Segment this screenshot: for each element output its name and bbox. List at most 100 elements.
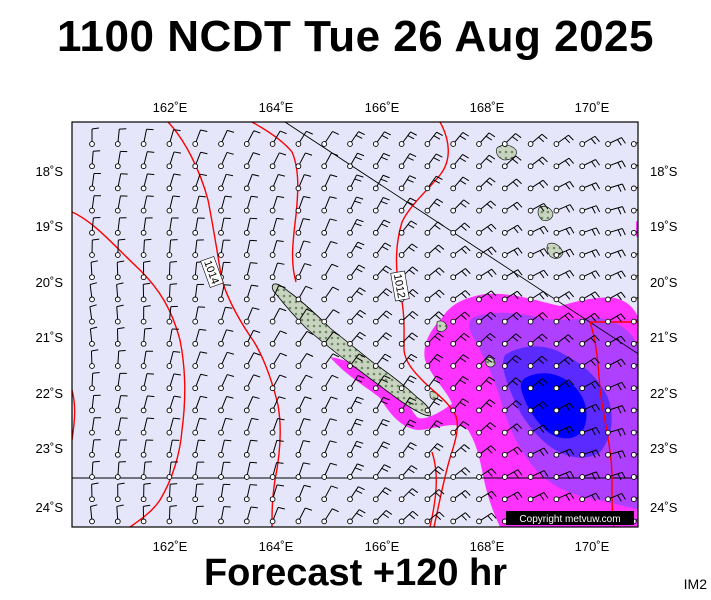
lat-tick: 23˚S <box>36 441 64 456</box>
wind-barb <box>553 248 575 258</box>
wind-barb <box>398 220 418 236</box>
wind-barb <box>166 260 177 281</box>
wind-barb <box>243 307 260 325</box>
wind-barb <box>605 381 626 392</box>
wind-barb <box>476 246 497 258</box>
wind-barb <box>321 263 339 281</box>
wind-barb <box>450 512 471 525</box>
wind-barb <box>424 221 444 236</box>
wind-barb <box>476 268 497 281</box>
wind-barb <box>527 424 549 436</box>
wind-barb <box>140 260 151 281</box>
wind-barb <box>630 318 638 325</box>
wind-barb <box>630 340 638 347</box>
wind-barb <box>424 511 445 525</box>
wind-barb <box>166 328 180 347</box>
lat-tick: 20˚S <box>36 275 64 290</box>
lon-tick: 164˚E <box>259 100 294 115</box>
wind-barb <box>166 239 178 258</box>
wind-barb <box>166 483 178 503</box>
wind-barb <box>218 329 234 347</box>
wind-barb <box>527 225 549 236</box>
wind-barb <box>243 284 259 303</box>
wind-barb <box>450 245 471 258</box>
wind-barb <box>295 484 312 503</box>
wind-barb <box>140 461 152 480</box>
wind-barb <box>192 395 208 414</box>
wind-barb <box>269 285 286 303</box>
wind-barb <box>527 333 548 347</box>
wind-barb <box>295 507 312 525</box>
wind-barb <box>192 173 207 192</box>
isobar-line <box>72 211 186 527</box>
wind-barb <box>630 385 638 392</box>
wind-barb <box>372 197 390 214</box>
wind-barb <box>269 330 287 347</box>
wind-barb <box>321 331 340 347</box>
wind-barb <box>501 201 523 214</box>
wind-barb <box>501 290 523 303</box>
wind-barb <box>218 284 232 303</box>
wind-barb <box>450 199 470 214</box>
wind-barb <box>321 396 338 414</box>
wind-barb <box>192 439 206 458</box>
wind-barb <box>501 224 523 236</box>
wind-barb <box>630 141 638 147</box>
wind-barb <box>347 509 366 525</box>
lon-ticks-top: 162˚E 164˚E 166˚E 168˚E 170˚E <box>153 100 610 115</box>
wind-barb-layer <box>89 127 638 525</box>
wind-barb <box>476 311 497 325</box>
wind-barb <box>140 417 155 436</box>
wind-barb <box>501 355 522 369</box>
wind-barb <box>553 402 575 414</box>
wind-barb <box>501 446 523 458</box>
wind-barb <box>347 287 366 303</box>
island-4 <box>436 320 448 332</box>
wind-barb <box>347 241 365 258</box>
wind-barb <box>450 354 470 369</box>
wind-barb <box>114 150 128 170</box>
wind-barb <box>579 270 601 281</box>
wind-barb <box>321 196 337 214</box>
wind-barb <box>218 506 231 525</box>
wind-barb <box>424 375 443 392</box>
wind-barb <box>398 243 418 258</box>
wind-barb <box>476 132 496 147</box>
wind-barb <box>579 227 601 236</box>
wind-barb <box>527 401 549 414</box>
wind-barb <box>89 394 101 414</box>
wind-barb <box>192 306 206 325</box>
wind-barb <box>166 283 178 303</box>
wind-barb <box>114 417 128 436</box>
wind-barb <box>321 440 337 458</box>
wind-barb <box>218 439 232 458</box>
wind-barb <box>295 374 313 392</box>
wind-barb <box>372 288 393 303</box>
wind-barb <box>476 200 497 214</box>
wind-barb <box>579 291 600 303</box>
wind-barb <box>501 155 522 170</box>
wind-barb <box>295 195 311 214</box>
wind-barb <box>579 182 601 192</box>
lon-tick: 168˚E <box>470 100 505 115</box>
wind-barb <box>527 290 549 303</box>
wind-barb <box>243 329 261 347</box>
wind-barb <box>243 152 261 170</box>
lat-tick: 20˚S <box>650 275 678 290</box>
lat-tick: 19˚S <box>36 219 64 234</box>
wind-barb <box>347 486 365 503</box>
wind-barb <box>269 174 286 192</box>
wind-barb <box>501 400 522 414</box>
wind-barb <box>321 309 340 325</box>
wind-barb <box>501 423 523 436</box>
wind-barb <box>218 217 231 236</box>
wind-barb <box>476 490 497 503</box>
wind-barb <box>372 242 392 258</box>
wind-barb <box>347 396 364 414</box>
wind-barb <box>398 397 417 414</box>
wind-barb <box>630 407 638 414</box>
wind-barb <box>166 151 182 170</box>
wind-barb <box>450 290 471 303</box>
wind-barb <box>398 153 417 170</box>
